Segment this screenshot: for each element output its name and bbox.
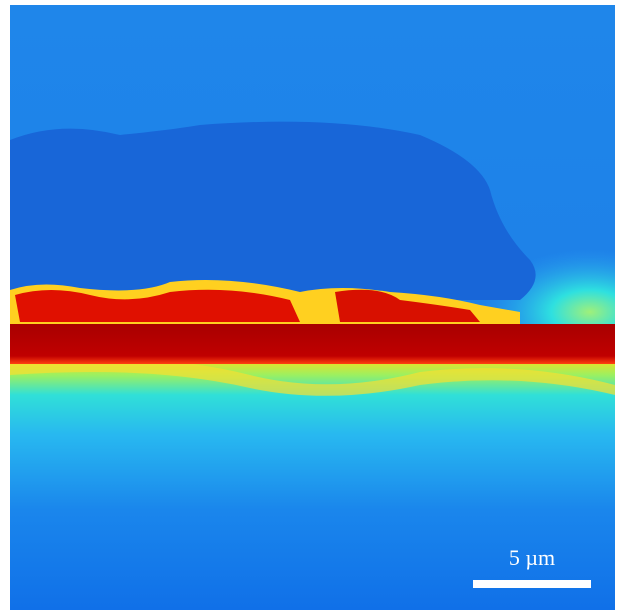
scale-bar: [473, 580, 591, 588]
substrate: [10, 360, 615, 610]
scale-label: 5 µm: [509, 545, 555, 570]
layer: [10, 324, 615, 364]
image: 5 µm: [10, 5, 615, 610]
micrograph: 5 µm: [0, 0, 625, 615]
